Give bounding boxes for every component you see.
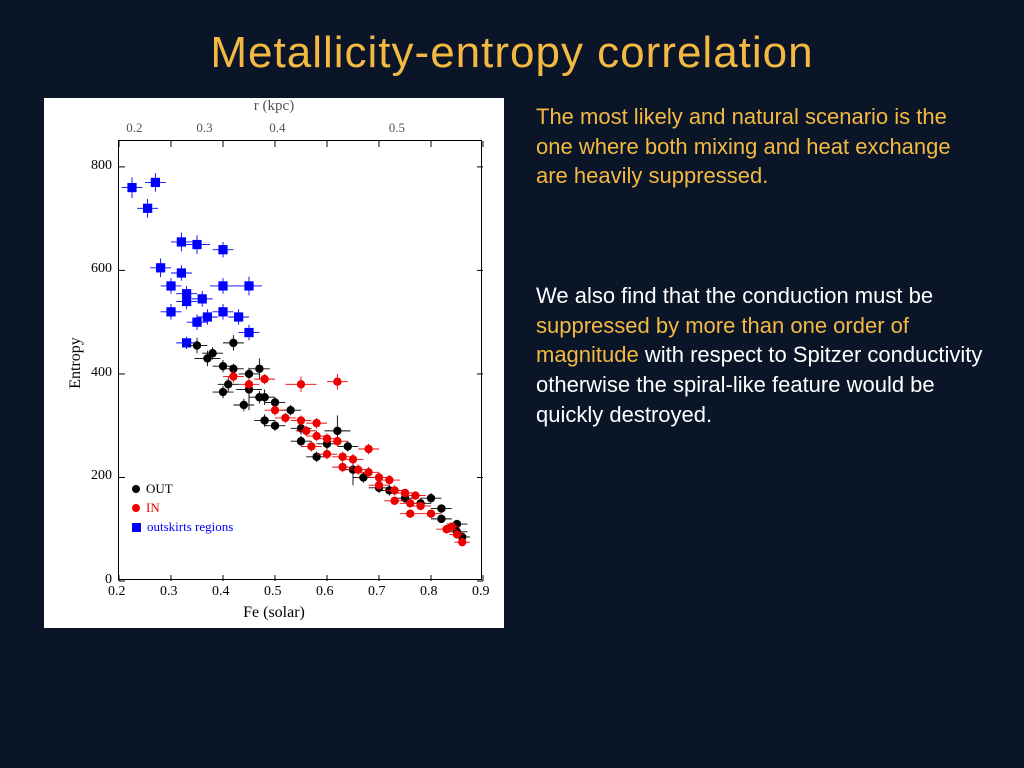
paragraph-1: The most likely and natural scenario is … xyxy=(536,102,984,191)
y-tick-label: 800 xyxy=(91,158,112,174)
scatter-chart: r (kpc) Entropy Fe (solar) 0.2 0.3 0.4 0.5 0… xyxy=(44,98,504,628)
x-tick-label: 0.8 xyxy=(420,584,438,600)
y-axis-label: Entropy xyxy=(67,337,85,389)
legend-marker-icon xyxy=(132,523,141,532)
x-tick-label: 0.3 xyxy=(160,584,178,600)
legend-label: OUT xyxy=(146,481,173,497)
x-tick-label-top: 0.4 xyxy=(269,120,285,136)
x-tick-label-top: 0.3 xyxy=(196,120,212,136)
x-tick-label: 0.5 xyxy=(264,584,282,600)
x-tick-label-top: 0.5 xyxy=(389,120,405,136)
x-tick-label-top: 0.2 xyxy=(126,120,142,136)
legend-label: outskirts regions xyxy=(147,519,233,535)
y-tick-label: 200 xyxy=(91,468,112,484)
legend-item: OUT xyxy=(132,481,233,497)
x-tick-label: 0.9 xyxy=(472,584,490,600)
y-tick-label: 600 xyxy=(91,261,112,277)
text-panel: The most likely and natural scenario is … xyxy=(536,98,984,628)
x-axis-label-bottom: Fe (solar) xyxy=(44,604,504,622)
x-tick-label: 0.4 xyxy=(212,584,230,600)
content-row: r (kpc) Entropy Fe (solar) 0.2 0.3 0.4 0.5 0… xyxy=(0,78,1024,628)
legend-item: IN xyxy=(132,500,233,516)
legend-item: outskirts regions xyxy=(132,519,233,535)
y-tick-label: 0 xyxy=(105,572,112,588)
x-axis-label-top: r (kpc) xyxy=(44,98,504,115)
x-tick-label: 0.6 xyxy=(316,584,334,600)
legend-marker-icon xyxy=(132,485,140,493)
slide-title: Metallicity-entropy correlation xyxy=(0,0,1024,78)
x-tick-label: 0.7 xyxy=(368,584,386,600)
legend-marker-icon xyxy=(132,504,140,512)
paragraph-2-pre: We also find that the conduction must be xyxy=(536,283,933,308)
y-tick-label: 400 xyxy=(91,365,112,381)
paragraph-2: We also find that the conduction must be… xyxy=(536,281,984,429)
legend-label: IN xyxy=(146,500,160,516)
legend: OUT IN outskirts regions xyxy=(132,481,233,538)
